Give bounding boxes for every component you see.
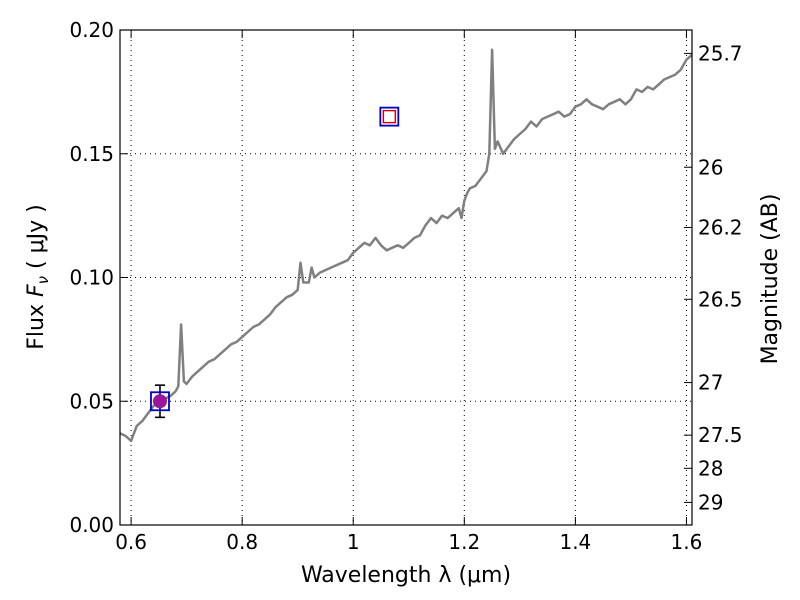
x-tick-label: 0.6 bbox=[115, 530, 147, 554]
magnitude-tick-label: 28 bbox=[698, 456, 723, 480]
magnitude-tick-label: 26.2 bbox=[698, 215, 743, 239]
y-tick-label: 0.10 bbox=[69, 266, 114, 290]
y-axis-label-subscript: ν bbox=[34, 276, 52, 284]
y-axis-label-suffix: ( μJy ) bbox=[24, 204, 49, 276]
model-box-marker bbox=[379, 106, 400, 127]
y-tick-label: 0.00 bbox=[69, 513, 114, 537]
x-tick-label: 1.2 bbox=[448, 530, 480, 554]
x-tick-label: 1 bbox=[347, 530, 360, 554]
magnitude-tick-label: 26.5 bbox=[698, 287, 743, 311]
observed-point bbox=[152, 394, 167, 409]
magnitude-tick-label: 26 bbox=[698, 155, 723, 179]
y-tick-label: 0.20 bbox=[69, 18, 114, 42]
y-tick-label: 0.15 bbox=[69, 142, 114, 166]
spectrum-line bbox=[120, 48, 692, 443]
magnitude-tick-label: 25.7 bbox=[698, 41, 743, 65]
photometry-points bbox=[150, 106, 400, 419]
grid-lines bbox=[120, 30, 692, 525]
x-axis-ticks: 0.6 0.8 1 1.2 1.4 1.6 bbox=[115, 30, 702, 554]
magnitude-tick-label: 27 bbox=[698, 371, 723, 395]
y-axis-label-prefix: Flux bbox=[24, 297, 49, 350]
x-tick-label: 0.8 bbox=[226, 530, 258, 554]
magnitude-tick-label: 27.5 bbox=[698, 423, 743, 447]
model-box-marker bbox=[150, 391, 170, 412]
magnitude-tick-label: 29 bbox=[698, 490, 723, 514]
series-layer bbox=[120, 48, 692, 443]
observed-point bbox=[382, 109, 397, 124]
magnitude-axis-ticks: 25.7 26 26.2 26.5 27 27.5 28 29 bbox=[684, 41, 743, 514]
y-tick-label: 0.05 bbox=[69, 389, 114, 413]
y-axis-ticks: 0.00 0.05 0.10 0.15 0.20 bbox=[69, 18, 128, 537]
y-axis-label-symbol: F bbox=[24, 284, 49, 297]
x-axis-label: Wavelength λ (μm) bbox=[301, 563, 511, 588]
magnitude-axis-label: Magnitude (AB) bbox=[758, 194, 783, 365]
y-axis-label: Flux Fν ( μJy ) bbox=[24, 204, 52, 349]
x-tick-label: 1.6 bbox=[671, 530, 703, 554]
x-tick-label: 1.4 bbox=[559, 530, 591, 554]
